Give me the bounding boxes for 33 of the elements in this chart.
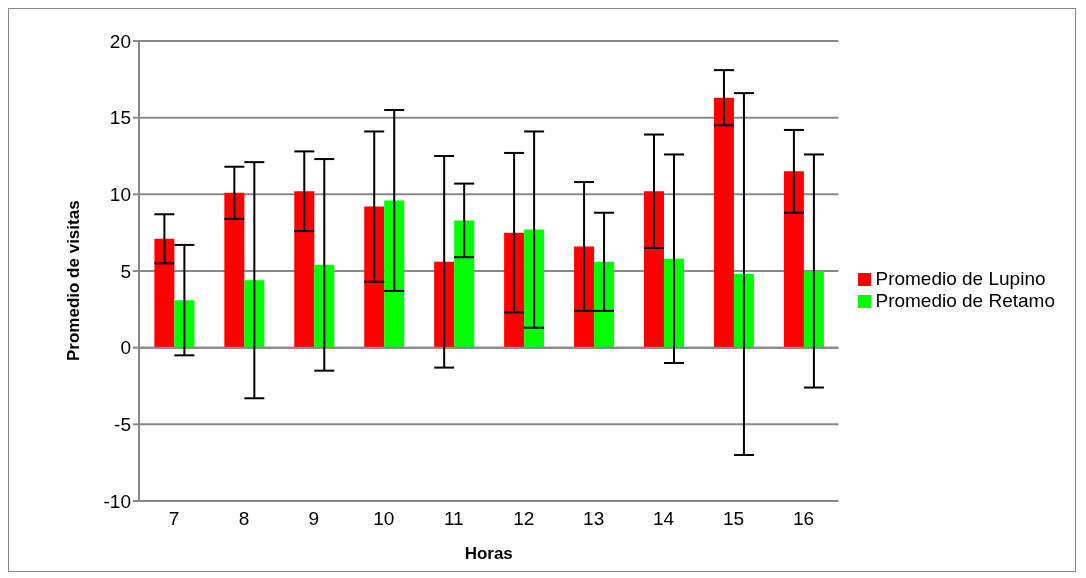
bar [384, 200, 405, 348]
legend-label: Promedio de Lupino [875, 268, 1046, 289]
x-tick-label: 9 [308, 508, 320, 529]
x-tick-label: 14 [653, 508, 675, 529]
bar [364, 206, 385, 348]
legend-label: Promedio de Retamo [875, 290, 1055, 311]
bar [713, 97, 734, 348]
bar [594, 261, 615, 348]
bar [504, 232, 525, 348]
bar [783, 171, 804, 348]
bar [154, 238, 175, 348]
bar [454, 220, 475, 348]
bar [294, 191, 315, 348]
x-tick-label: 11 [443, 508, 464, 529]
x-tick-label: 8 [238, 508, 250, 529]
y-tick-label: 20 [109, 30, 131, 52]
x-axis-title: Horas [464, 544, 513, 563]
bar [574, 246, 595, 348]
y-tick-label: 5 [120, 260, 131, 282]
x-tick-label: 16 [792, 508, 815, 529]
y-axis-title: Promedio de visitas [64, 200, 84, 361]
x-tick-label: 13 [583, 508, 605, 529]
bar [224, 192, 245, 348]
y-tick-label: 0 [120, 337, 131, 359]
x-tick-label: 7 [168, 508, 180, 529]
y-tick-label: -10 [103, 490, 131, 512]
x-tick-label: 15 [722, 508, 745, 529]
y-tick-label: 10 [109, 184, 131, 206]
x-tick-label: 10 [373, 508, 395, 529]
bar [644, 191, 665, 348]
x-tick-label: 12 [513, 508, 535, 529]
y-tick-label: -5 [114, 414, 131, 436]
y-tick-label: 15 [109, 107, 131, 129]
